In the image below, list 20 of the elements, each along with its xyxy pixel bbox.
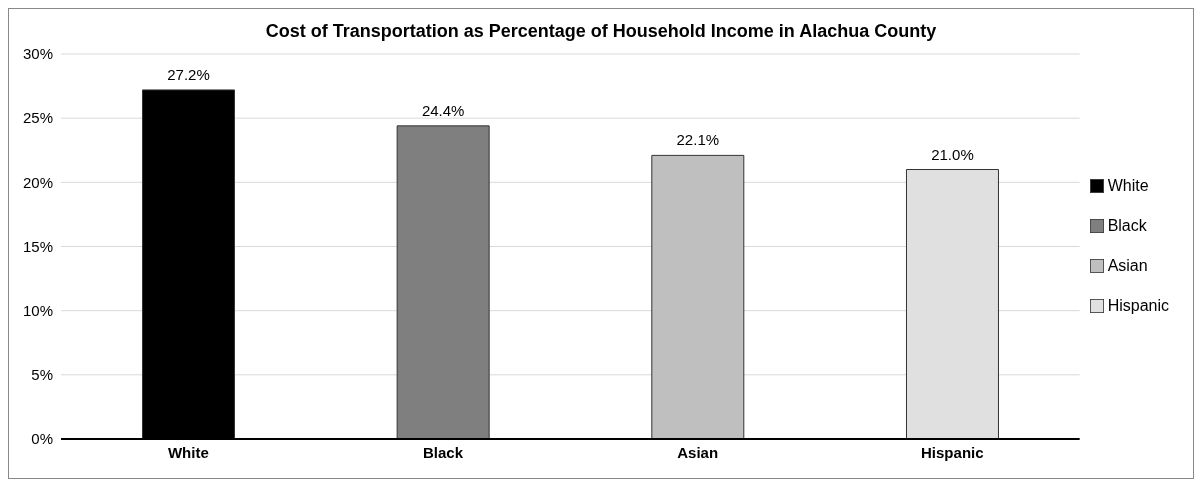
y-tick-label: 0% — [31, 430, 53, 448]
y-tick-label: 25% — [22, 109, 53, 127]
data-label: 27.2% — [167, 65, 210, 83]
data-label: 22.1% — [676, 131, 720, 149]
y-tick-label: 5% — [31, 366, 53, 384]
y-tick-label: 10% — [22, 301, 53, 319]
x-tick-label: Asian — [677, 443, 719, 461]
chart-title: Cost of Transportation as Percentage of Household Income in Alachua County — [264, 21, 938, 42]
legend-label: Asian — [1107, 256, 1148, 274]
y-tick-label: 20% — [22, 173, 53, 191]
x-tick-label: White — [167, 443, 209, 461]
legend-label: Hispanic — [1107, 296, 1169, 314]
legend-label: White — [1107, 176, 1149, 194]
legend-label: Black — [1107, 216, 1147, 234]
y-tick-label: 30% — [22, 45, 53, 63]
data-label: 21.0% — [931, 145, 974, 163]
y-tick-label: 15% — [22, 237, 53, 255]
data-label: 24.4% — [421, 101, 465, 119]
x-tick-label: Hispanic — [921, 443, 984, 461]
x-tick-label: Black — [422, 443, 464, 461]
